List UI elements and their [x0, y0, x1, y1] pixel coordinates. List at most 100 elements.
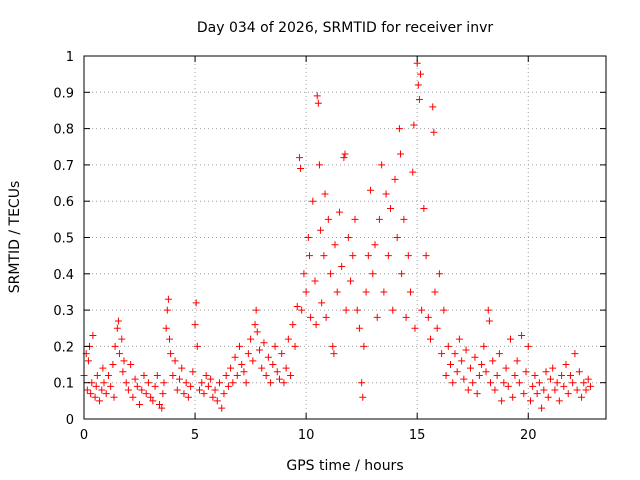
data-point [209, 393, 217, 401]
data-point [353, 306, 361, 314]
data-point [471, 353, 479, 361]
data-point [335, 208, 343, 216]
data-point [271, 342, 279, 350]
data-point [252, 306, 260, 314]
data-point [333, 288, 341, 296]
data-point [513, 357, 521, 365]
data-point [529, 382, 537, 390]
y-tick-label: 0.8 [53, 123, 74, 138]
data-point [238, 361, 246, 369]
data-point [321, 190, 329, 198]
y-axis-ticks: 0 0.1 0.2 0.3 0.4 0.5 0.6 0.7 0.8 0.9 1 [53, 50, 606, 428]
data-point [518, 332, 526, 340]
data-point [93, 371, 101, 379]
data-point [429, 103, 437, 111]
y-tick-label: 0.5 [53, 232, 74, 247]
data-point [153, 371, 161, 379]
data-point [531, 371, 539, 379]
data-point [509, 393, 517, 401]
data-point [269, 361, 277, 369]
data-point [431, 288, 439, 296]
data-point [169, 371, 177, 379]
data-point [495, 350, 503, 358]
data-point [100, 379, 108, 387]
data-point [289, 321, 297, 329]
data-point [435, 270, 443, 278]
data-point [318, 299, 326, 307]
data-point [542, 368, 550, 376]
data-point [104, 371, 112, 379]
data-point [231, 353, 239, 361]
y-tick-label: 0.6 [53, 195, 74, 210]
data-point [424, 313, 432, 321]
data-point [373, 313, 381, 321]
data-point [151, 382, 159, 390]
data-point [215, 379, 223, 387]
data-point [224, 382, 232, 390]
data-point [397, 150, 405, 158]
data-point [307, 313, 315, 321]
data-point [311, 277, 319, 285]
data-points [80, 59, 594, 412]
data-point [247, 335, 255, 343]
data-point [218, 404, 226, 412]
data-point [193, 342, 201, 350]
x-tick-label: 20 [520, 428, 537, 443]
data-point [586, 382, 594, 390]
data-point [504, 382, 512, 390]
data-point [136, 400, 144, 408]
data-point [156, 400, 164, 408]
x-tick-label: 15 [409, 428, 426, 443]
data-point [140, 371, 148, 379]
data-point [562, 361, 570, 369]
data-point [138, 386, 146, 394]
data-point [222, 371, 230, 379]
data-point [389, 306, 397, 314]
data-point [198, 379, 206, 387]
data-point [107, 382, 115, 390]
data-point [251, 321, 259, 329]
data-point [360, 342, 368, 350]
data-point [573, 386, 581, 394]
data-point [249, 357, 257, 365]
data-point [92, 382, 100, 390]
data-point [484, 306, 492, 314]
y-tick-label: 0.7 [53, 159, 74, 174]
data-point [293, 302, 301, 310]
data-point [118, 335, 126, 343]
data-point [362, 288, 370, 296]
data-point [114, 317, 122, 325]
y-tick-label: 1 [66, 50, 74, 65]
data-point [411, 324, 419, 332]
data-point [297, 165, 305, 173]
data-point [375, 215, 383, 223]
data-point [317, 226, 325, 234]
data-point [493, 371, 501, 379]
data-point [467, 364, 475, 372]
y-tick-label: 0.4 [53, 268, 74, 283]
data-point [89, 332, 97, 340]
x-tick-label: 5 [191, 428, 199, 443]
data-point [330, 350, 338, 358]
data-point [164, 295, 172, 303]
data-point [418, 306, 426, 314]
data-point [120, 357, 128, 365]
data-point [358, 379, 366, 387]
data-point [473, 390, 481, 398]
data-point [444, 342, 452, 350]
data-point [546, 375, 554, 383]
data-point [440, 306, 448, 314]
data-point [253, 328, 261, 336]
data-point [491, 386, 499, 394]
data-point [511, 371, 519, 379]
data-point [342, 306, 350, 314]
data-point [192, 299, 200, 307]
data-point [207, 375, 215, 383]
data-point [242, 379, 250, 387]
data-point [566, 371, 574, 379]
data-point [287, 371, 295, 379]
data-point [260, 339, 268, 347]
data-point [430, 128, 438, 136]
data-point [393, 234, 401, 241]
data-point [391, 175, 399, 183]
